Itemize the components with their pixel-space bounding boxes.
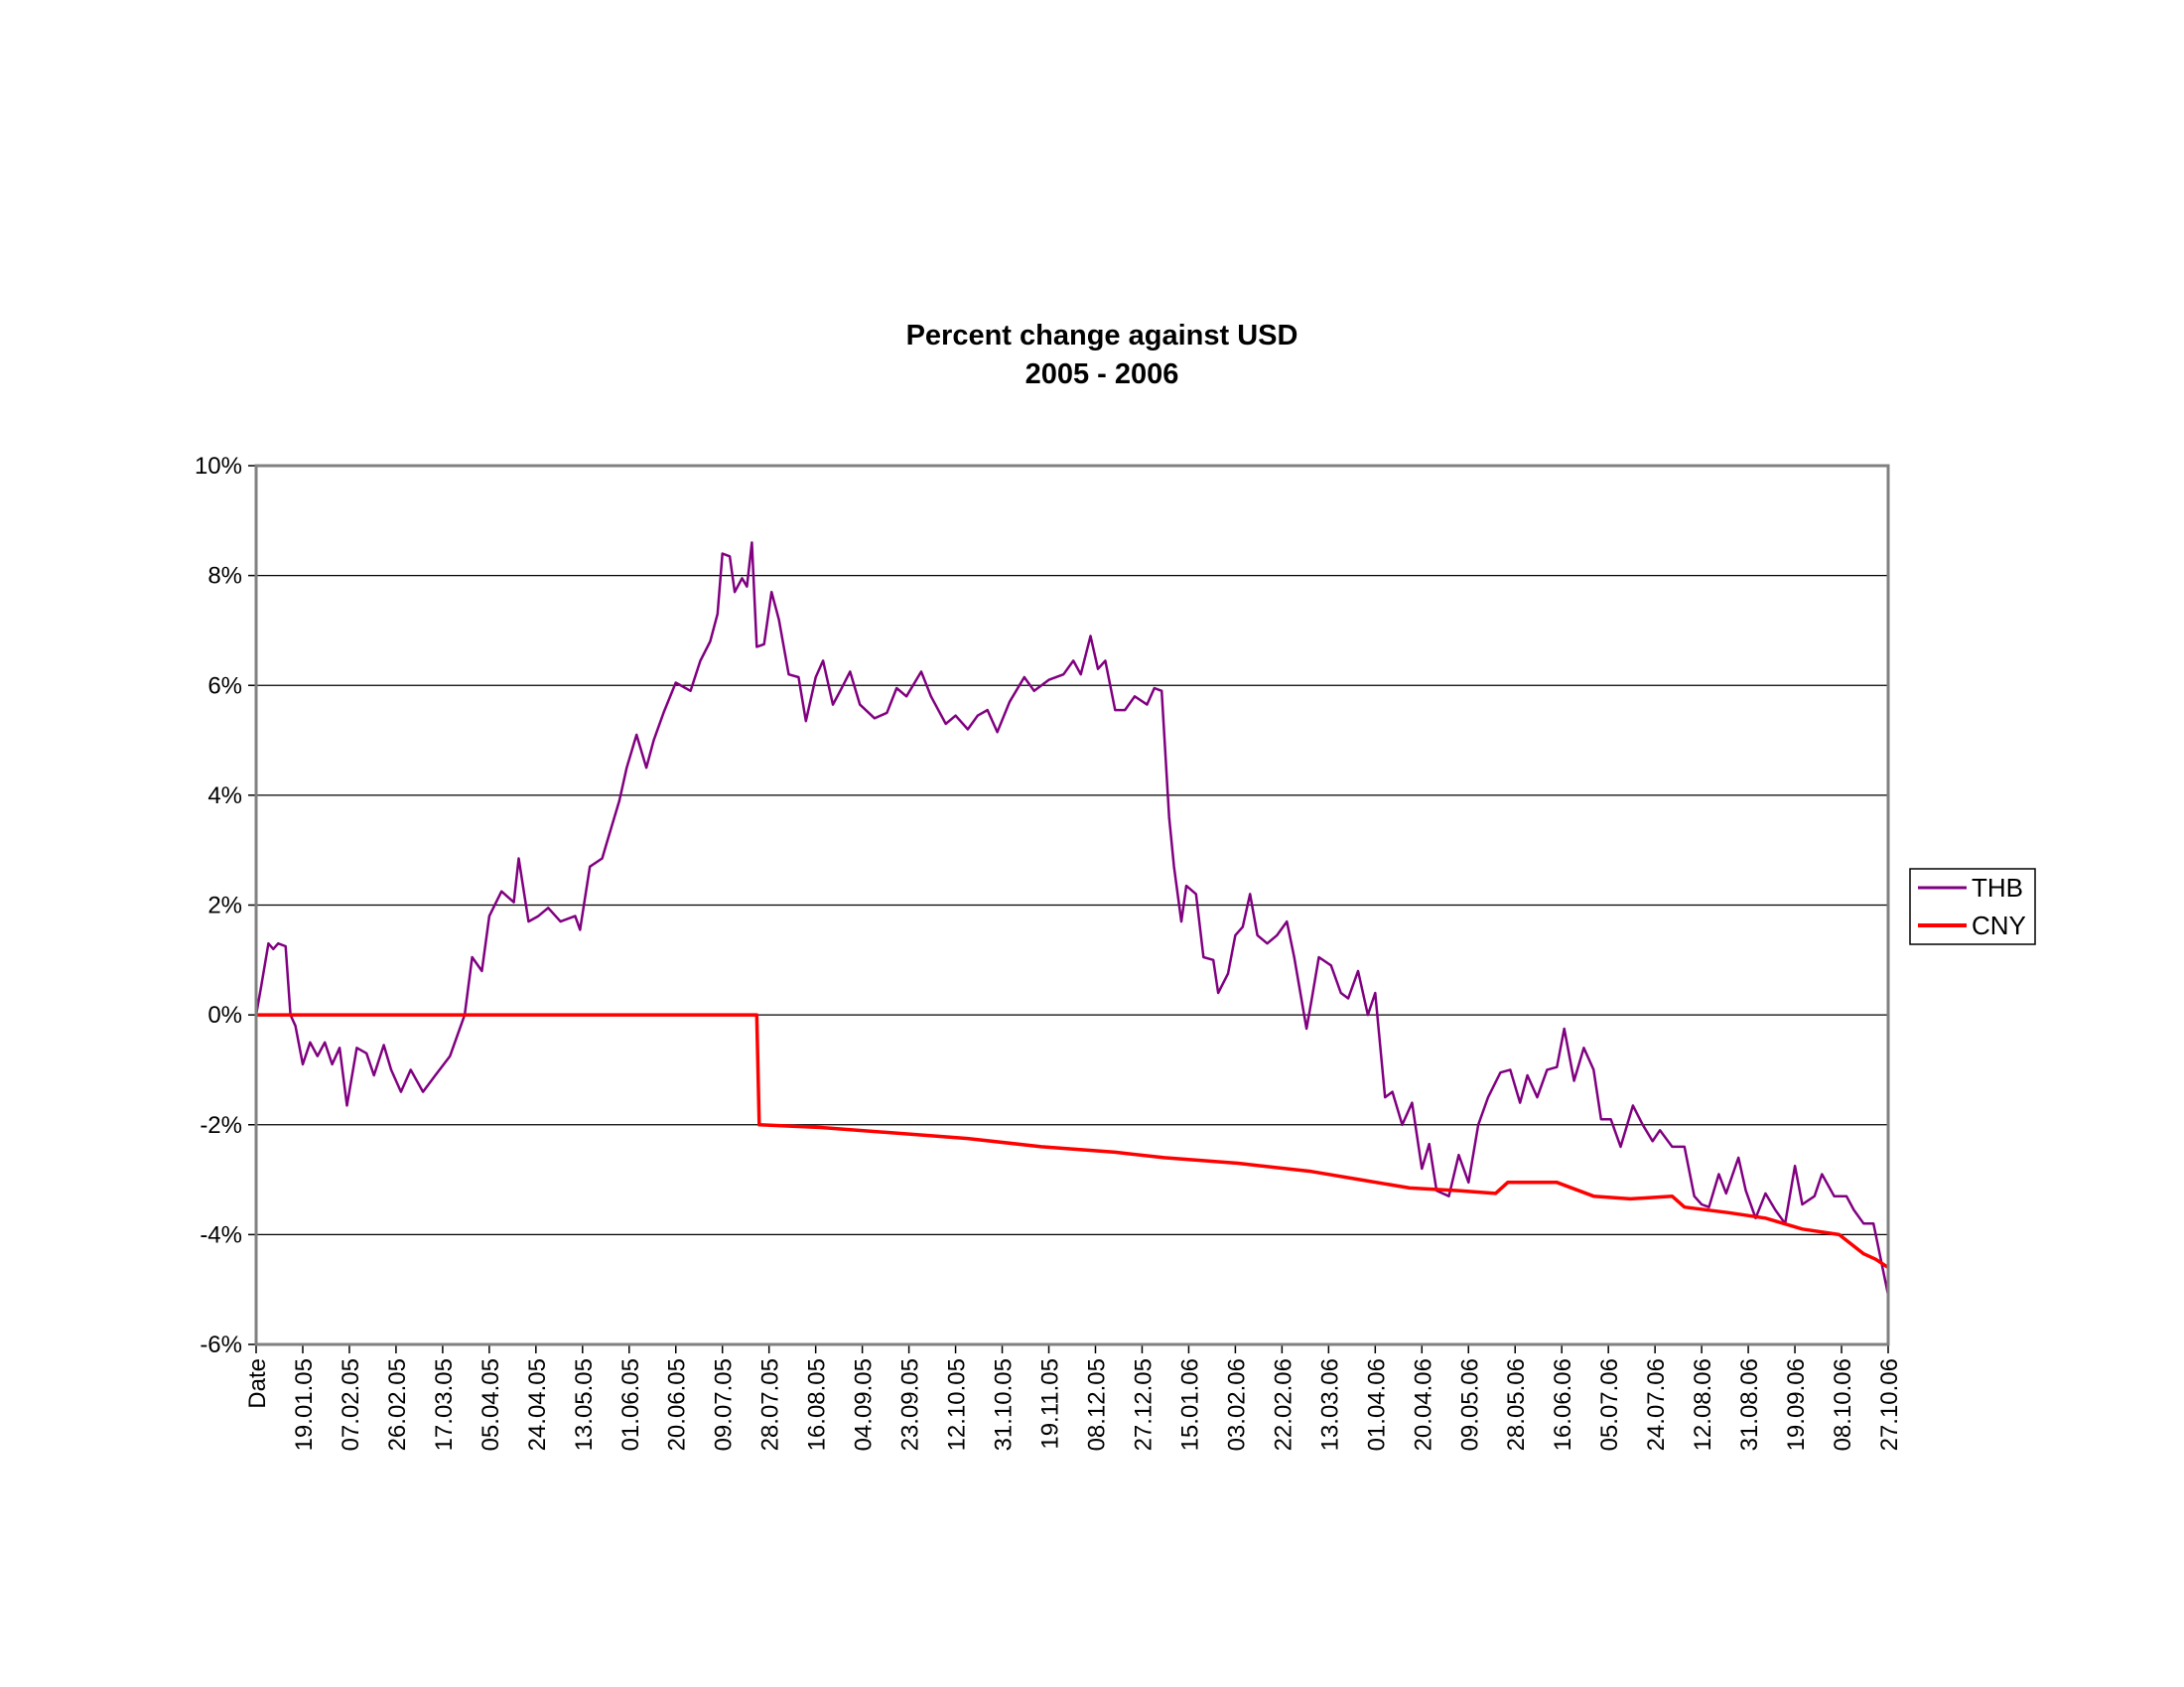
x-tick-label: 20.04.06 [1410,1358,1436,1451]
y-tick-label: 8% [207,563,242,590]
chart-title: Percent change against USD [906,320,1298,351]
x-tick-label: 03.02.06 [1223,1358,1250,1451]
x-tick-label: 16.08.05 [804,1358,831,1451]
y-tick-label: -2% [200,1112,242,1139]
x-tick-label: 23.09.05 [897,1358,924,1451]
y-tick-label: 2% [207,893,242,919]
x-tick-label: 28.05.06 [1503,1358,1530,1451]
y-tick-label: -4% [200,1221,242,1248]
x-tick-label: 07.02.05 [338,1358,364,1451]
y-tick-label: -6% [200,1332,242,1358]
x-tick-label: 24.04.05 [524,1358,551,1451]
x-tick-label: 05.07.06 [1596,1358,1623,1451]
y-axis: -6% -4% -2% 0% 2% 4% 6% 8% 10% [195,453,256,1358]
plot-area-border [254,464,1890,1346]
x-tick-label: 01.06.05 [617,1358,644,1451]
x-tick-label: 08.12.05 [1083,1358,1110,1451]
legend: THB CNY [1909,868,2036,945]
x-tick-label: 05.04.05 [478,1358,504,1451]
x-tick-label: 19.11.05 [1037,1358,1064,1450]
y-tick-label: 10% [195,453,242,480]
x-tick-label: 22.02.06 [1270,1358,1297,1451]
x-tick-label: 13.05.05 [571,1358,598,1451]
x-tick-label: 20.06.05 [664,1358,691,1451]
y-tick-label: 0% [207,1002,242,1029]
x-tick-label: 08.10.06 [1830,1358,1856,1451]
x-tick-label: Date [244,1358,271,1409]
x-tick-label: 17.03.05 [431,1358,458,1451]
gridlines [256,575,1888,1235]
x-tick-label: 09.07.05 [711,1358,738,1451]
series-line-thb [254,541,1890,1296]
legend-label-cny: CNY [1972,911,2026,940]
x-tick-label: 12.10.05 [944,1358,971,1451]
x-tick-label: 24.07.06 [1643,1358,1670,1451]
x-axis: Date 19.01.05 07.02.05 26.02.05 17.03.05 05.0… [244,1344,1903,1451]
y-tick-label: 6% [207,672,242,699]
legend-box [1909,868,2036,945]
x-tick-label: 01.04.06 [1363,1358,1390,1451]
x-tick-label: 12.08.06 [1690,1358,1716,1451]
x-tick-label: 19.01.05 [291,1358,318,1451]
x-tick-label: 31.08.06 [1736,1358,1763,1451]
legend-label-thb: THB [1972,873,2023,903]
x-tick-label: 28.07.05 [757,1358,784,1451]
x-tick-label: 15.01.06 [1176,1358,1203,1451]
x-tick-label: 09.05.06 [1456,1358,1483,1451]
x-tick-label: 16.06.06 [1550,1358,1576,1451]
x-tick-label: 13.03.06 [1316,1358,1343,1451]
x-tick-label: 19.09.06 [1783,1358,1810,1451]
x-tick-label: 27.12.05 [1130,1358,1157,1451]
x-tick-label: 27.10.06 [1876,1358,1903,1451]
chart-subtitle: 2005 - 2006 [1025,358,1179,390]
x-tick-label: 04.09.05 [851,1358,878,1451]
series-lines [254,541,1890,1296]
x-tick-label: 26.02.05 [384,1358,411,1451]
series-line-cny [256,1013,1889,1270]
x-tick-label: 31.10.05 [991,1358,1018,1451]
y-tick-label: 4% [207,782,242,809]
